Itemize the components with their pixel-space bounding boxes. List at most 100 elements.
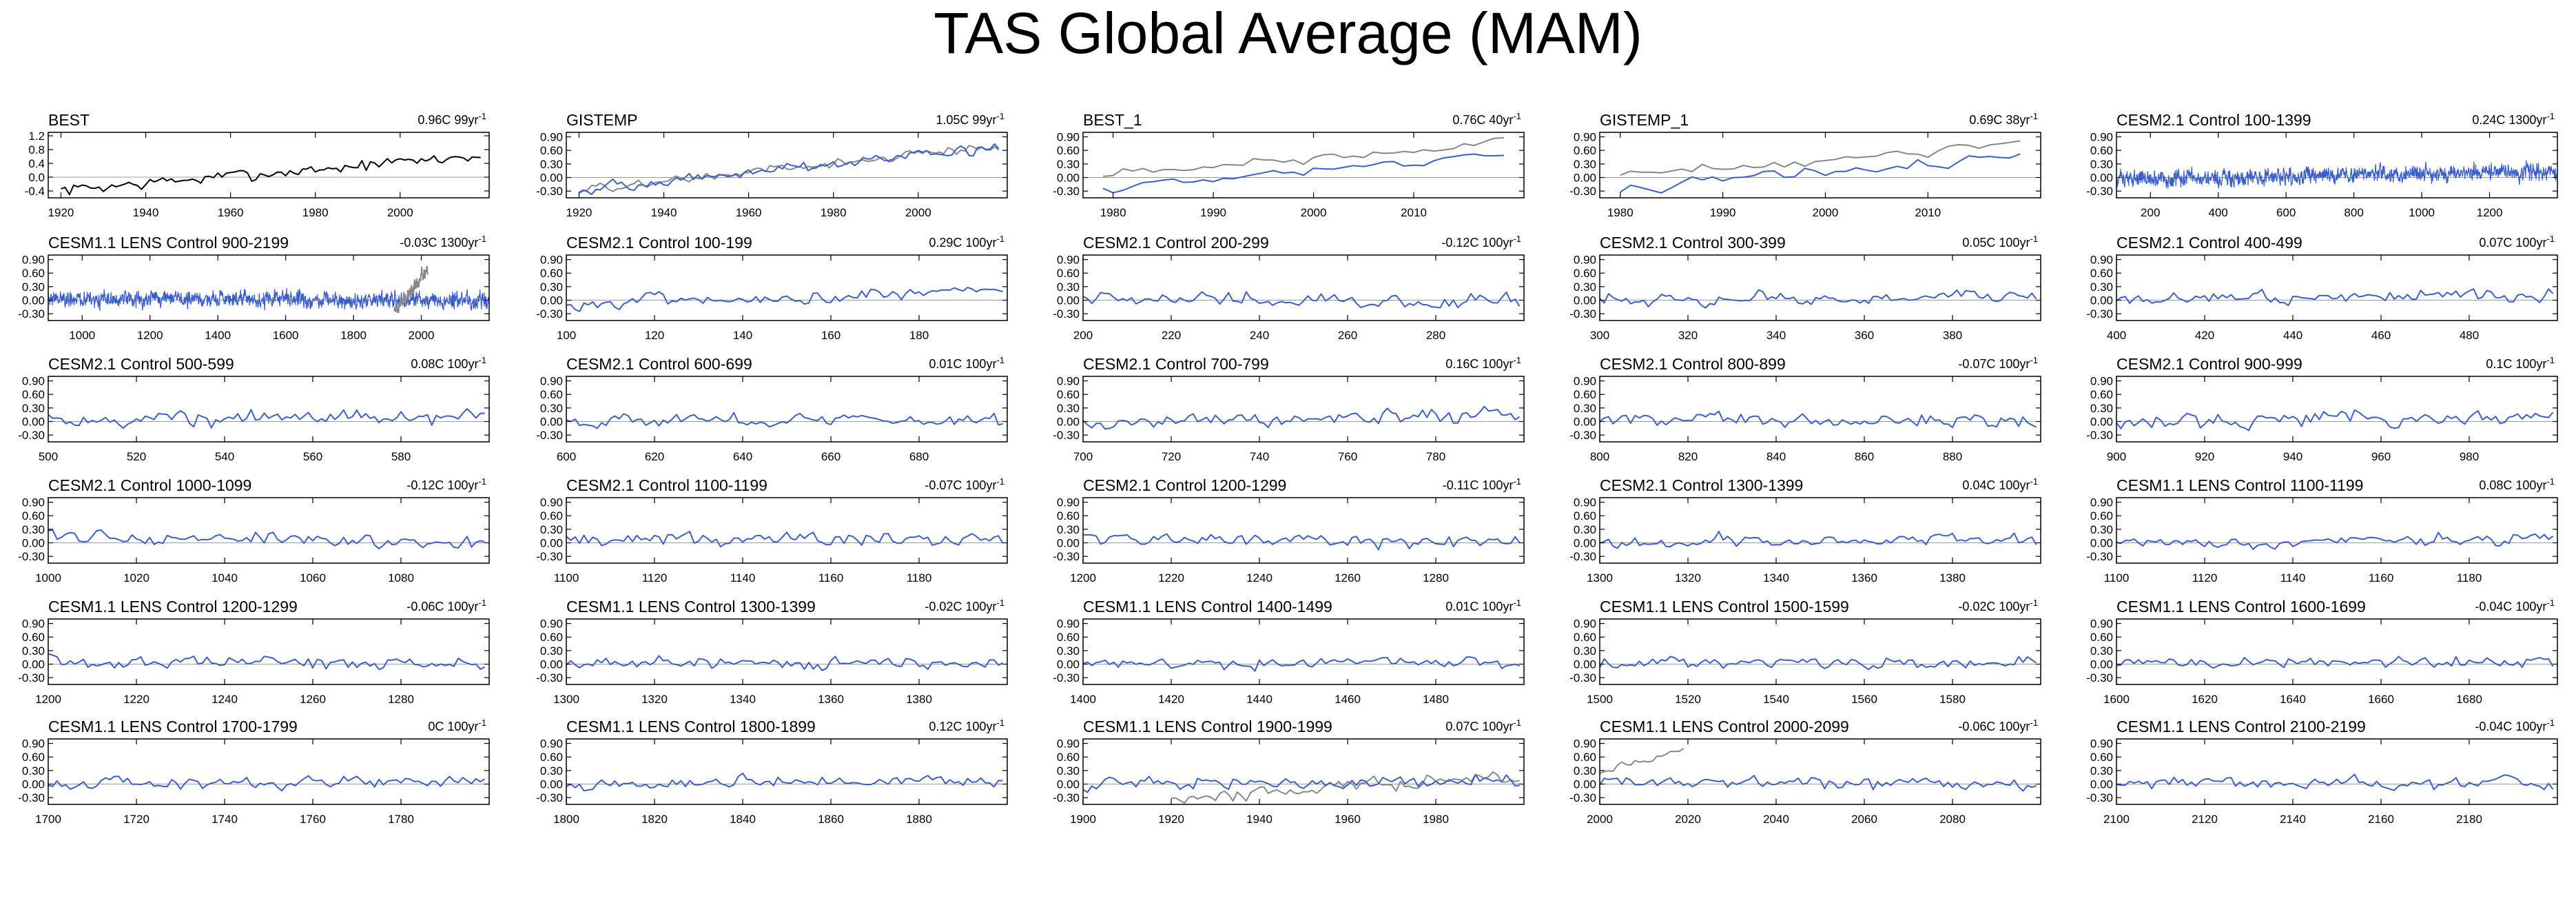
- trend-label: -0.07C 100yr-1: [1958, 355, 2038, 371]
- x-tick-label: 1800: [553, 813, 579, 826]
- panel-title: CESM2.1 Control 500-599: [48, 355, 234, 373]
- chart-panel: CESM2.1 Control 600-699 0.01C 100yr-1 0.90…: [536, 355, 1008, 463]
- x-tick-label: 2020: [1675, 813, 1701, 826]
- x-tick-label: 1740: [212, 813, 238, 826]
- trend-label: -0.04C 100yr-1: [2475, 598, 2555, 613]
- series-line: [2116, 160, 2558, 189]
- y-tick-label: 1.2: [28, 130, 45, 143]
- trend-label: -0.06C 100yr-1: [1958, 718, 2038, 733]
- chart-panel: CESM2.1 Control 100-199 0.29C 100yr-1 0.90…: [536, 234, 1008, 342]
- x-tick-label: 2000: [1301, 206, 1327, 219]
- y-tick-label: -0.30: [1053, 185, 1080, 198]
- x-tick-label: 2100: [2103, 813, 2130, 826]
- x-tick-label: 2000: [1587, 813, 1613, 826]
- x-tick-label: 660: [821, 450, 841, 463]
- x-tick-label: 1240: [212, 693, 238, 706]
- x-tick-label: 260: [1338, 329, 1357, 342]
- y-tick-label: 0.30: [22, 402, 45, 415]
- y-tick-label: -0.30: [1053, 671, 1080, 684]
- x-tick-label: 1000: [35, 571, 61, 585]
- x-tick-label: 1980: [1423, 813, 1449, 826]
- y-tick-label: 0.60: [540, 631, 563, 644]
- y-tick-label: -0.30: [1053, 550, 1080, 563]
- trend-label: 0.01C 100yr-1: [1445, 598, 1521, 613]
- chart-panel: CESM2.1 Control 300-399 0.05C 100yr-1 0.90…: [1569, 234, 2041, 342]
- y-tick-label: 0.00: [1057, 658, 1080, 671]
- series-line: [1599, 656, 2037, 671]
- chart-panel: CESM1.1 LENS Control 1900-1999 0.07C 100y…: [1053, 718, 1525, 826]
- panel-title: CESM1.1 LENS Control 1800-1899: [566, 718, 816, 735]
- panel-title: CESM2.1 Control 100-199: [566, 234, 752, 252]
- y-tick-label: 0.00: [1574, 658, 1596, 671]
- y-tick-label: 0.30: [1057, 764, 1080, 778]
- trend-label: -0.02C 100yr-1: [1958, 598, 2038, 613]
- x-tick-label: 1100: [554, 571, 579, 585]
- x-tick-label: 2000: [409, 329, 435, 342]
- trend-label: 0.29C 100yr-1: [929, 234, 1004, 250]
- y-tick-label: 0.90: [1057, 618, 1080, 631]
- y-tick-label: -0.30: [536, 185, 563, 198]
- y-tick-label: 0.30: [1574, 644, 1596, 658]
- x-tick-label: 840: [1766, 450, 1786, 463]
- trend-label: -0.12C 100yr-1: [406, 476, 486, 492]
- x-tick-label: 1200: [35, 693, 61, 706]
- y-tick-label: 0.30: [540, 281, 563, 294]
- chart-panel: CESM2.1 Control 400-499 0.07C 100yr-1 0.90…: [2086, 234, 2558, 342]
- y-tick-label: 0.60: [1057, 267, 1080, 280]
- plot-frame: [566, 132, 1008, 199]
- y-tick-label: 0.60: [2090, 509, 2113, 522]
- chart-panel: CESM2.1 Control 700-799 0.16C 100yr-1 0.90…: [1053, 355, 1525, 463]
- x-tick-label: 1140: [2280, 571, 2306, 585]
- y-tick-label: 0.90: [540, 131, 563, 144]
- trend-label: 0C 100yr-1: [428, 718, 486, 733]
- chart-panel: CESM1.1 LENS Control 2000-2099 -0.06C 100…: [1569, 718, 2041, 826]
- series-line: [566, 531, 1004, 548]
- plot-frame: [1082, 376, 1525, 443]
- series-line: [2116, 531, 2554, 550]
- x-tick-label: 1120: [642, 571, 668, 585]
- x-tick-label: 1260: [300, 693, 326, 706]
- y-tick-label: 0.30: [1057, 523, 1080, 536]
- y-tick-label: 0.60: [22, 509, 45, 522]
- x-tick-label: 280: [1426, 329, 1445, 342]
- x-tick-label: 1160: [2369, 571, 2394, 585]
- y-tick-label: -0.30: [536, 791, 563, 804]
- y-tick-label: 0.90: [2090, 375, 2113, 388]
- plot-frame: [1082, 618, 1525, 685]
- x-tick-label: 620: [645, 450, 664, 463]
- y-tick-label: 0.30: [1574, 158, 1596, 171]
- y-tick-label: 0.60: [1057, 631, 1080, 644]
- y-tick-label: 0.30: [22, 523, 45, 536]
- y-tick-label: 0.90: [540, 496, 563, 509]
- y-tick-label: 0.90: [22, 375, 45, 388]
- x-tick-label: 1480: [1423, 693, 1449, 706]
- y-tick-label: 0.60: [1574, 509, 1596, 522]
- trend-label: 0.96C 99yr-1: [418, 111, 486, 127]
- x-tick-label: 1040: [212, 571, 238, 585]
- x-tick-label: 420: [2195, 329, 2214, 342]
- x-tick-label: 1960: [218, 206, 244, 219]
- panel-title: GISTEMP_1: [1600, 111, 1689, 129]
- x-tick-label: 1320: [1675, 571, 1701, 585]
- panel-title: CESM2.1 Control 900-999: [2116, 355, 2302, 373]
- y-tick-label: -0.30: [18, 791, 45, 804]
- panel-title: CESM2.1 Control 1000-1099: [48, 476, 251, 494]
- x-tick-label: 760: [1338, 450, 1357, 463]
- y-tick-label: 0.90: [1574, 131, 1596, 144]
- panel-title: CESM2.1 Control 1300-1399: [1600, 476, 1803, 494]
- x-tick-label: 800: [2344, 206, 2363, 219]
- chart-panel: CESM1.1 LENS Control 900-2199 -0.03C 1300…: [18, 234, 490, 342]
- y-tick-label: 0.60: [540, 751, 563, 764]
- y-tick-label: 0.60: [1057, 509, 1080, 522]
- y-tick-label: 0.00: [540, 172, 563, 185]
- x-tick-label: 2140: [2280, 813, 2306, 826]
- series-line: [1082, 533, 1521, 551]
- x-tick-label: 600: [557, 450, 576, 463]
- x-tick-label: 1940: [1246, 813, 1272, 826]
- chart-panel: CESM1.1 LENS Control 1200-1299 -0.06C 100…: [18, 598, 490, 706]
- series-line: [566, 412, 1003, 429]
- series-line: [1082, 405, 1521, 430]
- x-tick-label: 1960: [1335, 813, 1361, 826]
- chart-panel: CESM1.1 LENS Control 1300-1399 -0.02C 100…: [536, 598, 1008, 706]
